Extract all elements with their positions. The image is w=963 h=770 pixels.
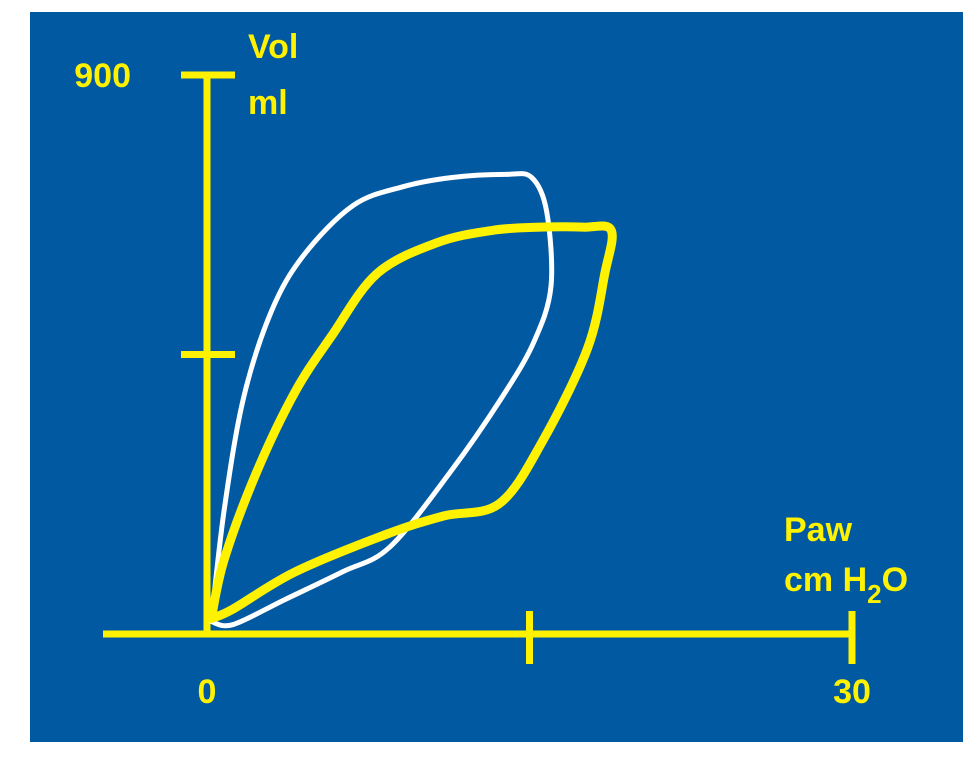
- loop-yellow: [206, 221, 617, 623]
- y-axis-title: Vol: [248, 28, 298, 66]
- x-tick-label-0: 0: [198, 673, 217, 711]
- y-axis-unit: ml: [248, 84, 288, 122]
- axes: [103, 71, 856, 664]
- chart-panel: [30, 12, 963, 742]
- x-axis-unit: cm H2O: [784, 561, 908, 609]
- axis-labels: Vol ml Paw cm H2O 0 30 900: [74, 28, 908, 711]
- loops: [206, 171, 617, 629]
- x-axis-title: Paw: [784, 511, 853, 549]
- x-tick-label-30: 30: [833, 673, 871, 711]
- loop-white: [208, 171, 555, 629]
- y-tick-label-900: 900: [74, 57, 131, 95]
